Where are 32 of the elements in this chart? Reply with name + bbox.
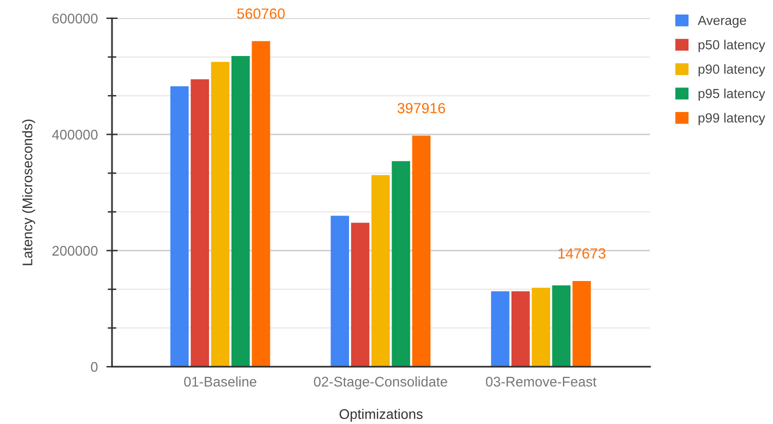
bar [252, 41, 270, 367]
bar [572, 280, 591, 367]
y-axis-title: Latency (Microseconds) [22, 120, 36, 266]
bar [511, 291, 530, 367]
bar [170, 86, 189, 367]
bar [412, 136, 430, 367]
bar [392, 161, 410, 367]
legend-label: p90 latency [698, 64, 766, 76]
x-axis-title: Optimizations [340, 408, 423, 422]
bar [190, 79, 210, 367]
bar [491, 291, 510, 367]
bar [211, 62, 230, 367]
y-tick-label: 600000 [52, 14, 98, 24]
bar [351, 222, 370, 367]
x-tick-label: 02-Stage-Consolidate [314, 376, 448, 390]
bar [231, 56, 250, 367]
y-tick-label: 0 [90, 362, 98, 372]
bar [371, 175, 390, 367]
bar [552, 285, 570, 367]
bar [330, 216, 350, 367]
legend-label: p99 latency [698, 112, 766, 126]
data-label: 560760 [237, 8, 285, 19]
legend-label: p95 latency [698, 88, 766, 101]
y-tick-label: 200000 [52, 246, 98, 256]
data-label: 397916 [398, 102, 446, 114]
x-tick-label: 01-Baseline [184, 376, 256, 387]
y-tick-label: 400000 [52, 130, 98, 140]
x-tick-label: 03-Remove-Feast [486, 376, 596, 387]
legend-label: p50 latency [698, 40, 766, 52]
legend-label: Average [698, 16, 746, 28]
data-label: 147673 [558, 248, 606, 259]
bar [532, 288, 550, 367]
